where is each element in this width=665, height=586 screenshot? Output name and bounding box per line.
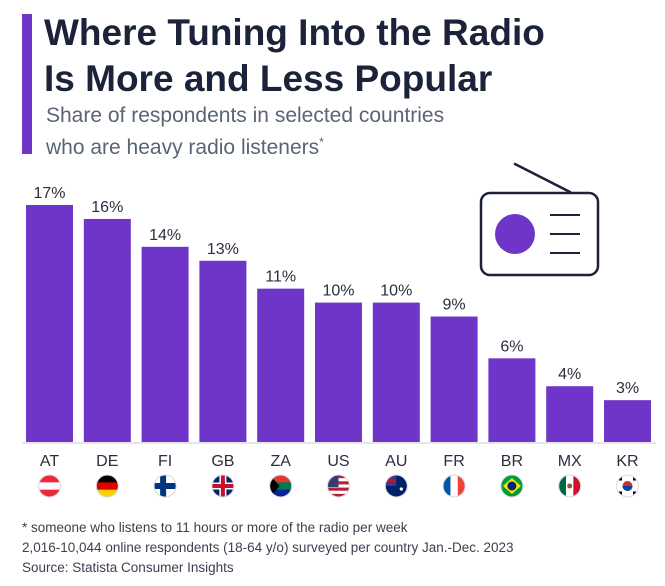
footnote-definition: * someone who listens to 11 hours or mor… — [22, 520, 408, 535]
flag-ring — [153, 474, 177, 498]
flag-ring — [442, 474, 466, 498]
chart-title: Where Tuning Into the Radio Is More and … — [44, 10, 654, 102]
flag-br-icon — [500, 475, 523, 497]
subtitle-line-1: Share of respondents in selected countri… — [46, 104, 445, 127]
title-line-1: Where Tuning Into the Radio — [44, 12, 545, 53]
bar-fi — [141, 246, 189, 442]
flag-fr-icon — [443, 475, 466, 497]
flag-us-icon — [327, 475, 350, 497]
bar-at — [26, 205, 73, 442]
value-label-at: 17% — [33, 185, 65, 202]
category-label-za: ZA — [270, 453, 291, 470]
chart-subtitle: Share of respondents in selected countri… — [46, 102, 546, 161]
subtitle-line-2: who are heavy radio listeners* — [46, 129, 546, 161]
flag-ring — [558, 474, 582, 498]
flag-at-icon — [38, 475, 61, 497]
value-label-gb: 13% — [207, 241, 239, 258]
value-label-br: 6% — [500, 338, 523, 355]
flag-za-icon — [269, 475, 292, 497]
flag-ring — [616, 474, 639, 498]
flag-ring — [500, 474, 524, 498]
flag-ring — [211, 474, 235, 498]
bar-au — [372, 302, 420, 442]
value-label-za: 11% — [265, 269, 296, 286]
bar-gb — [199, 260, 247, 442]
bar-za — [257, 288, 305, 442]
flag-ring — [384, 474, 408, 498]
value-label-fi: 14% — [149, 227, 181, 244]
flag-fi-icon — [154, 475, 177, 497]
value-label-kr: 3% — [616, 380, 639, 397]
footnote-sample: 2,016-10,044 online respondents (18-64 y… — [22, 540, 514, 555]
radio-icon — [479, 162, 600, 277]
accent-bar — [22, 14, 32, 154]
bar-fr — [430, 316, 478, 442]
subtitle-asterisk: * — [319, 135, 324, 149]
value-label-fr: 9% — [443, 297, 466, 314]
category-label-de: DE — [96, 453, 118, 470]
flag-ring — [327, 474, 350, 498]
flag-gb-icon — [211, 475, 234, 497]
category-label-mx: MX — [558, 453, 582, 470]
footnote-source: Source: Statista Consumer Insights — [22, 560, 234, 575]
bar-us — [315, 302, 362, 442]
flag-mx-icon — [558, 475, 581, 497]
bar-kr — [604, 400, 651, 442]
value-label-mx: 4% — [558, 366, 581, 383]
footnotes: * someone who listens to 11 hours or mor… — [22, 518, 652, 578]
flag-au-icon — [385, 475, 408, 497]
value-label-au: 10% — [380, 283, 412, 300]
category-label-br: BR — [501, 453, 523, 470]
title-line-2: Is More and Less Popular — [44, 58, 493, 99]
bar-mx — [546, 386, 594, 442]
flag-ring — [269, 474, 293, 498]
flag-kr-icon — [616, 475, 639, 497]
subtitle-line-2-text: who are heavy radio listeners — [46, 136, 320, 159]
value-label-us: 10% — [322, 283, 354, 300]
category-label-us: US — [327, 453, 349, 470]
bar-de — [83, 218, 131, 442]
category-label-au: AU — [385, 453, 407, 470]
category-label-gb: GB — [211, 453, 234, 470]
category-label-fr: FR — [443, 453, 464, 470]
category-label-fi: FI — [158, 453, 172, 470]
flag-de-icon — [96, 475, 119, 497]
value-label-de: 16% — [91, 199, 123, 216]
bar-br — [488, 358, 536, 442]
category-label-at: AT — [40, 453, 59, 470]
flag-ring — [38, 474, 61, 498]
flag-ring — [95, 474, 119, 498]
category-label-kr: KR — [616, 453, 638, 470]
